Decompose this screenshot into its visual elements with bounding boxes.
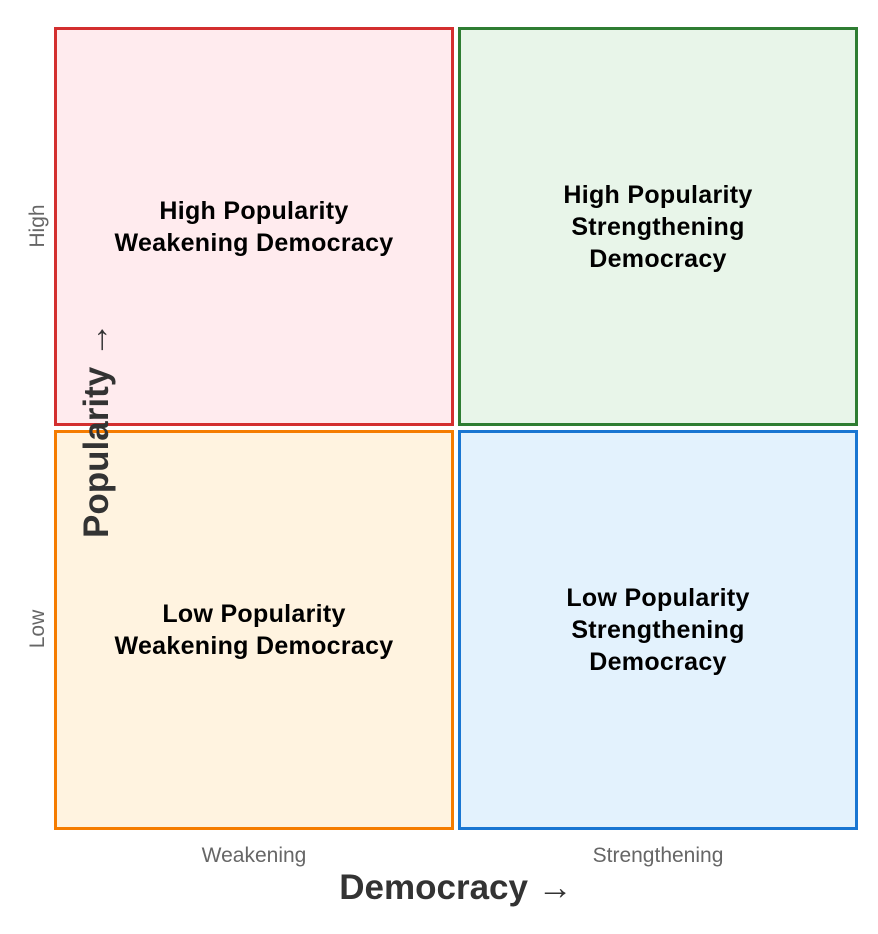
- x-axis-title: Democracy →: [339, 868, 573, 907]
- quadrant-low-popularity-strengthening-democracy: Low Popularity Strengthening Democracy: [458, 430, 858, 830]
- x-tick-strengthening: Strengthening: [592, 844, 724, 867]
- y-tick-high: High: [26, 204, 49, 248]
- quadrant-high-popularity-weakening-democracy: High Popularity Weakening Democracy: [54, 27, 454, 426]
- y-tick-low: Low: [26, 609, 49, 649]
- x-tick-weakening: Weakening: [201, 844, 307, 867]
- quadrant-low-popularity-weakening-democracy: Low Popularity Weakening Democracy: [54, 430, 454, 830]
- quadrant-label: High Popularity Strengthening Democracy: [563, 180, 753, 273]
- quadrant-label: High Popularity Weakening Democracy: [114, 196, 394, 257]
- quadrant-label: Low Popularity Weakening Democracy: [114, 600, 394, 660]
- quadrant-label: Low Popularity Strengthening Democracy: [566, 584, 750, 676]
- y-axis-title: Popularity →: [77, 322, 116, 538]
- quadrant-high-popularity-strengthening-democracy: High Popularity Strengthening Democracy: [458, 27, 858, 426]
